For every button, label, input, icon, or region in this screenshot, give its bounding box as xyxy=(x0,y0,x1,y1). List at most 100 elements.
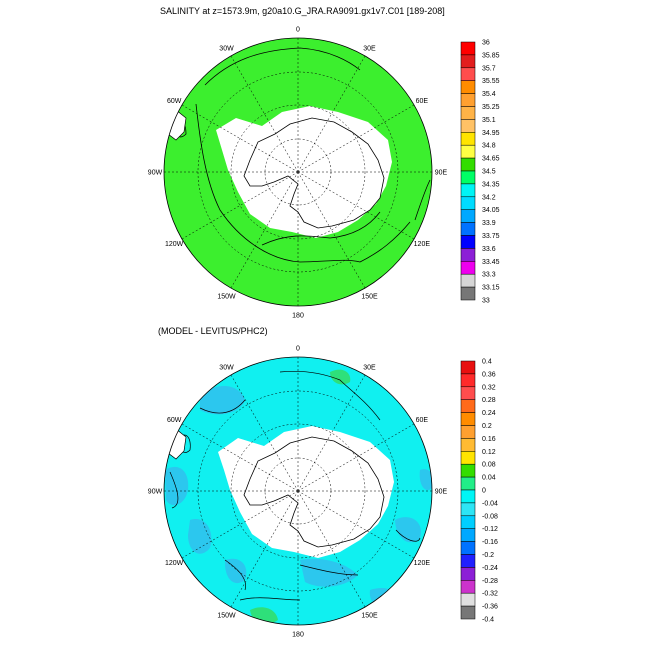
panel1-antarctica xyxy=(243,117,385,229)
panel2-contour xyxy=(224,529,421,601)
colorbar-swatch xyxy=(460,580,476,594)
colorbar-label: 0.04 xyxy=(482,475,496,482)
colorbar-label: 35.7 xyxy=(482,65,496,72)
colorbar-swatch xyxy=(460,528,476,542)
lon-label: 60E xyxy=(416,98,429,105)
colorbar-label: -0.24 xyxy=(482,565,498,572)
colorbar-label: -0.08 xyxy=(482,513,498,520)
colorbar-label: 34.8 xyxy=(482,143,496,150)
colorbar-label: 33.75 xyxy=(482,233,500,240)
colorbar-label: 33 xyxy=(482,298,490,305)
colorbar-swatch xyxy=(460,515,476,529)
lon-label: 60W xyxy=(167,417,182,424)
anomaly-patch xyxy=(300,558,358,587)
colorbar-label: 0.12 xyxy=(482,449,496,456)
lon-label: 30E xyxy=(363,365,376,372)
colorbar-swatch xyxy=(460,106,476,120)
colorbar-swatch xyxy=(460,80,476,94)
panel1-title: SALINITY at z=1573.9m, g20a10.G_JRA.RA90… xyxy=(160,6,445,16)
lon-label: 120E xyxy=(414,241,431,248)
colorbar-label: -0.2 xyxy=(482,552,494,559)
colorbar-swatch xyxy=(460,248,476,262)
lon-label: 120E xyxy=(414,560,431,567)
colorbar-swatch xyxy=(460,399,476,413)
lon-label: 90W xyxy=(148,170,163,177)
colorbar-label: -0.32 xyxy=(482,591,498,598)
colorbar-label: 0.28 xyxy=(482,397,496,404)
colorbar-label: 0.32 xyxy=(482,384,496,391)
panel2-title: (MODEL - LEVITUS/PHC2) xyxy=(158,326,268,336)
neutral-patch xyxy=(330,369,351,385)
anomaly-patch xyxy=(224,558,247,584)
colorbar-label: 33.3 xyxy=(482,272,496,279)
anomaly-patch xyxy=(188,519,212,554)
colorbar-label: 36 xyxy=(482,40,490,47)
colorbar-swatch xyxy=(460,605,476,620)
anomaly-patch xyxy=(200,385,245,415)
lon-label: 180 xyxy=(292,313,304,320)
colorbar-swatch xyxy=(460,502,476,517)
lon-label: 30W xyxy=(219,365,234,372)
panel2-contour xyxy=(169,370,381,509)
anomaly-patch xyxy=(369,587,398,610)
lon-label: 120W xyxy=(165,241,184,248)
colorbar-swatch xyxy=(460,541,476,555)
colorbar-swatch xyxy=(460,54,476,69)
colorbar-swatch xyxy=(460,144,476,159)
colorbar-label: 35.1 xyxy=(482,117,496,124)
colorbar-label: 33.15 xyxy=(482,285,500,292)
colorbar-label: 35.55 xyxy=(482,78,500,85)
colorbar-swatch xyxy=(460,235,476,249)
colorbar-swatch xyxy=(460,286,476,301)
colorbar-label: -0.36 xyxy=(482,604,498,611)
colorbar-label: 35.85 xyxy=(482,52,500,59)
panel2-antarctica xyxy=(243,436,385,548)
colorbar-swatch xyxy=(460,489,476,504)
lon-label: 150E xyxy=(361,612,378,619)
colorbar-swatch xyxy=(460,222,476,236)
colorbar-label: -0.28 xyxy=(482,578,498,585)
colorbar-swatch xyxy=(460,261,476,275)
colorbar-label: 0.36 xyxy=(482,371,496,378)
lon-label: 0 xyxy=(296,346,300,353)
colorbar-label: 0.08 xyxy=(482,462,496,469)
colorbar-swatch xyxy=(460,451,476,465)
colorbar-swatch xyxy=(460,360,476,375)
lon-label: 0 xyxy=(296,27,300,34)
colorbar-swatch xyxy=(460,592,476,607)
colorbar-label: 0 xyxy=(482,488,486,495)
colorbar-swatch xyxy=(460,170,476,185)
colorbar-label: 0.16 xyxy=(482,436,496,443)
colorbar-swatch xyxy=(460,373,476,388)
colorbar-swatch xyxy=(460,119,476,133)
colorbar-swatch xyxy=(460,273,476,288)
colorbar-label: -0.04 xyxy=(482,500,498,507)
anomaly-patch xyxy=(165,466,189,506)
colorbar-swatch xyxy=(460,93,476,107)
anomaly-patch xyxy=(395,517,421,543)
colorbar-swatch xyxy=(460,412,476,426)
colorbar-label: 0.4 xyxy=(482,359,492,366)
colorbar-swatch xyxy=(460,476,476,491)
colorbar-swatch xyxy=(460,386,476,400)
lon-label: 150W xyxy=(217,612,236,619)
colorbar-swatch xyxy=(460,463,476,478)
panel2-colorbar: 0.4 0.36 0.32 0.28 0.24 0.2 0.16 0.12 0.08 0.04 0 -… xyxy=(460,359,498,624)
colorbar-label: -0.12 xyxy=(482,526,498,533)
lon-label: 150E xyxy=(361,293,378,300)
anomaly-patch xyxy=(419,469,432,490)
colorbar-label: 0.2 xyxy=(482,423,492,430)
panel1-contour xyxy=(195,47,411,263)
panel2-map: 0 30E 60E 90E 120E 150E 180 150W 120W 90W 60W 30W xyxy=(148,346,448,639)
colorbar-swatch xyxy=(460,567,476,581)
panel1-map: 0 30E 60E 90E 120E 150E 180 150W 120W 90W 60W 30W xyxy=(148,27,448,320)
colorbar-swatch xyxy=(460,157,476,172)
panel2-anomaly-patches xyxy=(165,385,432,610)
colorbar-label: 33.9 xyxy=(482,220,496,227)
panel2-lon-labels: 0 30E 60E 90E 120E 150E 180 150W 120W 90W 60W 30W xyxy=(148,346,448,639)
colorbar-swatch xyxy=(460,438,476,452)
panel1-lon-labels: 0 30E 60E 90E 120E 150E 180 150W 120W 90W 60W 30W xyxy=(148,27,448,320)
colorbar-swatch xyxy=(460,209,476,223)
colorbar-label: 34.2 xyxy=(482,194,496,201)
